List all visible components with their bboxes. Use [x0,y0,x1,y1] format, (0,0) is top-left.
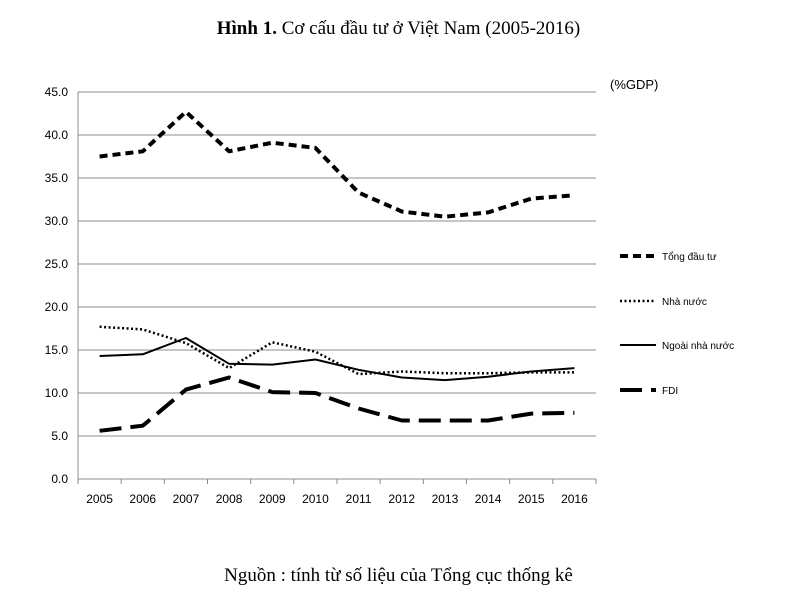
y-tick-label: 10.0 [45,386,69,400]
y-tick-label: 25.0 [45,257,69,271]
x-tick-label: 2015 [518,492,545,506]
chart-source: Nguồn : tính từ số liệu của Tổng cục thố… [224,565,573,586]
series-non-state-line [99,337,575,382]
legend-label-series-non-state: Ngoài nhà nước [662,341,734,352]
y-tick-label: 35.0 [45,171,69,185]
y-tick-label: 5.0 [51,429,68,443]
chart-title-prefix: Hình 1. [216,18,277,39]
y-tick-label: 45.0 [45,85,69,99]
y-tick-label: 20.0 [45,300,69,314]
chart-title-text: Cơ cấu đầu tư ở Việt Nam (2005-2016) [281,18,581,39]
legend-label-series-state: Nhà nước [662,297,707,308]
unit-label: (%GDP) [610,77,658,92]
y-tick-label: 30.0 [45,214,69,228]
y-tick-label: 15.0 [45,343,69,357]
x-tick-label: 2010 [302,492,329,506]
y-tick-label: 0.0 [51,472,68,486]
x-tick-label: 2014 [475,492,502,506]
y-tick-label: 40.0 [45,128,69,142]
x-tick-label: 2016 [561,492,588,506]
x-tick-label: 2005 [86,492,113,506]
series-fdi-line [99,375,575,433]
x-tick-label: 2009 [259,492,286,506]
series-total-line [99,109,575,219]
legend-label-series-fdi: FDI [662,386,678,397]
x-tick-label: 2006 [129,492,156,506]
x-tick-label: 2011 [346,492,372,506]
chart-title: Hình 1. Cơ cấu đầu tư ở Việt Nam (2005-2… [0,18,797,40]
x-tick-label: 2012 [388,492,415,506]
legend-label-series-total: Tổng đầu tư [662,251,717,263]
x-tick-label: 2008 [216,492,243,506]
x-tick-label: 2013 [432,492,459,506]
x-tick-label: 2007 [173,492,200,506]
series-state-line [99,325,575,376]
